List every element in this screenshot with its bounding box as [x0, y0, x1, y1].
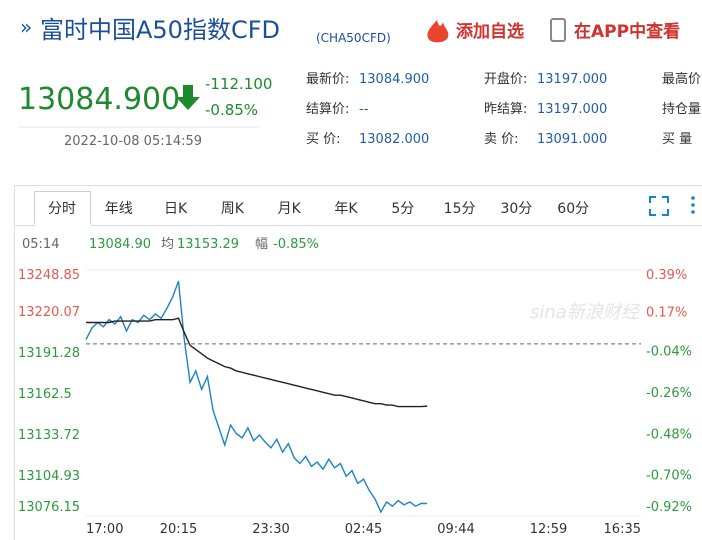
tab[interactable]: 5分 [391, 201, 414, 217]
y-tick-label: 13248.85 [18, 268, 80, 283]
chart-frame [14, 185, 702, 540]
y2-tick-label: -0.48% [646, 427, 692, 442]
quote-label: 持仓量 [662, 102, 701, 117]
tab[interactable]: 15分 [444, 201, 476, 217]
quote-label: 最高价 [662, 71, 701, 87]
quote-value: 13084.900 [359, 72, 429, 87]
quote-label: 结算价: [306, 102, 349, 117]
plot: 13248.85 13220.07 13191.28 13162.5 13133.72 1… [18, 268, 692, 537]
down-arrow [176, 85, 200, 110]
y-tick-label: 13162.5 [18, 387, 72, 402]
quote-value: -- [359, 102, 369, 117]
quote-label: 买 价: [306, 132, 341, 147]
fullscreen-icon[interactable] [649, 196, 669, 216]
tab-bar: 分时 年线 日K 周K 月K 年K 5分 15分 30分 60分 [48, 201, 589, 217]
x-tick-label: 17:00 [86, 522, 123, 537]
y-tick-label: 13191.28 [18, 346, 80, 361]
y2-tick-label: -0.04% [646, 345, 692, 360]
quote-label: 昨结算: [484, 102, 527, 117]
nav-icon[interactable]: » [20, 15, 32, 39]
symbol-code: (CHA50CFD) [316, 31, 391, 45]
quote-label: 开盘价: [484, 71, 527, 87]
y2-tick-label: 0.17% [646, 305, 687, 320]
y-tick-label: 13220.07 [18, 305, 80, 320]
x-tick-label: 02:45 [345, 522, 382, 537]
watermark: sina新浪财经 [530, 302, 641, 323]
y-tick-label: 13076.15 [18, 500, 80, 515]
page-title: 富时中国A50指数CFD [40, 16, 280, 44]
tab[interactable]: 分时 [48, 201, 76, 217]
tab[interactable]: 30分 [500, 201, 532, 217]
selected-tab-gap [34, 223, 91, 227]
tab[interactable]: 年线 [105, 201, 133, 217]
quote-value: 13197.000 [537, 72, 607, 87]
y2-tick-label: 0.39% [646, 268, 687, 283]
quote-label: 最新价: [306, 71, 349, 87]
y2-tick-label: -0.26% [646, 386, 692, 401]
tab[interactable]: 日K [164, 201, 188, 217]
last-price: 13084.900 [18, 82, 180, 117]
y2-tick-label: -0.70% [646, 469, 692, 484]
quote-time: 2022-10-08 05:14:59 [64, 134, 202, 149]
y2-tick-label: -0.92% [646, 500, 692, 515]
series-line [85, 280, 428, 514]
more-icon[interactable] [691, 196, 695, 214]
info-avg: 13153.29 [177, 237, 239, 252]
quote-value: 13091.000 [537, 132, 607, 147]
x-tick-label: 16:35 [604, 522, 641, 537]
price-change-pct: -0.85% [205, 101, 258, 119]
phone-icon [550, 18, 566, 42]
x-tick-label: 23:30 [252, 522, 289, 537]
y-tick-label: 13133.72 [18, 428, 80, 443]
selected-tab [34, 191, 91, 226]
quote-label: 卖 价: [484, 132, 519, 147]
x-tick-label: 12:59 [530, 522, 567, 537]
series-line [86, 317, 428, 408]
view-in-app[interactable]: 在APP中查看 [574, 21, 680, 42]
quote-value: 13082.000 [359, 132, 429, 147]
x-tick-label: 20:15 [160, 522, 197, 537]
tab[interactable]: 60分 [557, 201, 589, 217]
add-watchlist[interactable]: 添加自选 [456, 21, 524, 42]
tab[interactable]: 年K [334, 201, 358, 217]
tab[interactable]: 月K [278, 201, 302, 217]
x-tick-label: 09:44 [437, 522, 474, 537]
info-avg-label: 均 [161, 237, 174, 252]
y-tick-label: 13104.93 [18, 469, 80, 484]
info-pct: -0.85% [273, 237, 319, 252]
quote-value: 13197.000 [537, 102, 607, 117]
info-time: 05:14 [22, 237, 59, 252]
quote-label: 买 量 [662, 132, 692, 147]
info-amp-label: 幅 [255, 237, 268, 252]
info-price: 13084.90 [89, 237, 151, 252]
price-change: -112.100 [205, 75, 272, 93]
fire-icon [427, 20, 449, 43]
tab[interactable]: 周K [221, 201, 245, 217]
